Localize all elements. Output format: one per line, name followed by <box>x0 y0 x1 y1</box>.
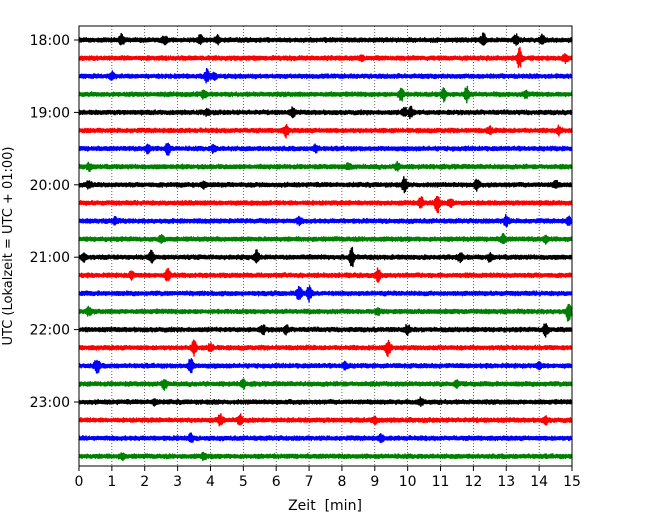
trace-18-15 <box>78 46 573 68</box>
trace-19-30 <box>78 142 573 156</box>
y-tick-label-22-00: 22:00 <box>30 323 70 339</box>
trace-19-45 <box>78 160 573 173</box>
trace-21-45 <box>78 303 573 322</box>
trace-18-00 <box>78 32 573 46</box>
trace-21-30 <box>78 285 573 303</box>
trace-20-45 <box>78 232 573 245</box>
y-axis-title: UTC (Lokalzeit = UTC + 01:00) <box>1 147 16 346</box>
y-tick-label-18-00: 18:00 <box>30 33 70 49</box>
x-axis-ticks: 0 1 2 3 4 5 6 7 8 9 10 11 12 13 14 15 <box>75 466 581 490</box>
trace-22-30 <box>78 357 573 374</box>
vertical-grid <box>111 26 540 466</box>
y-tick-label-19-00: 19:00 <box>30 105 70 121</box>
trace-18-45 <box>78 85 573 104</box>
x-tick-label-6: 6 <box>272 474 281 490</box>
trace-20-00 <box>78 176 573 194</box>
seismic-traces <box>78 32 573 462</box>
trace-22-15 <box>78 339 573 358</box>
x-tick-label-10: 10 <box>399 474 417 490</box>
trace-20-30 <box>78 213 573 228</box>
trace-23-45 <box>78 451 573 462</box>
y-tick-label-21-00: 21:00 <box>30 250 70 266</box>
trace-21-15 <box>78 267 573 284</box>
x-tick-label-3: 3 <box>173 474 182 490</box>
x-tick-label-14: 14 <box>530 474 548 490</box>
trace-21-00 <box>78 246 573 268</box>
x-tick-label-5: 5 <box>239 474 248 490</box>
plot-frame <box>78 25 573 467</box>
x-tick-label-1: 1 <box>107 474 116 490</box>
x-tick-label-2: 2 <box>140 474 149 490</box>
trace-23-15 <box>78 413 573 427</box>
trace-19-00 <box>78 105 573 120</box>
x-tick-label-9: 9 <box>370 474 379 490</box>
trace-19-15 <box>78 123 573 139</box>
x-axis-title: Zeit [min] <box>288 498 362 514</box>
trace-18-30 <box>78 67 573 84</box>
x-tick-label-0: 0 <box>75 474 84 490</box>
y-tick-label-20-00: 20:00 <box>30 178 70 194</box>
x-tick-label-4: 4 <box>206 474 215 490</box>
x-tick-label-8: 8 <box>337 474 346 490</box>
y-tick-label-23-00: 23:00 <box>30 395 70 411</box>
trace-20-15 <box>78 195 573 214</box>
x-tick-label-13: 13 <box>497 474 515 490</box>
x-tick-label-7: 7 <box>305 474 314 490</box>
trace-22-45 <box>78 378 573 391</box>
trace-23-30 <box>78 432 573 444</box>
x-tick-label-11: 11 <box>432 474 450 490</box>
x-tick-label-15: 15 <box>563 474 581 490</box>
x-tick-label-12: 12 <box>464 474 482 490</box>
trace-23-00 <box>78 396 573 407</box>
y-axis-ticks: 18:00 19:00 20:00 21:00 22:00 23:00 <box>30 33 79 411</box>
trace-22-00 <box>78 323 573 338</box>
